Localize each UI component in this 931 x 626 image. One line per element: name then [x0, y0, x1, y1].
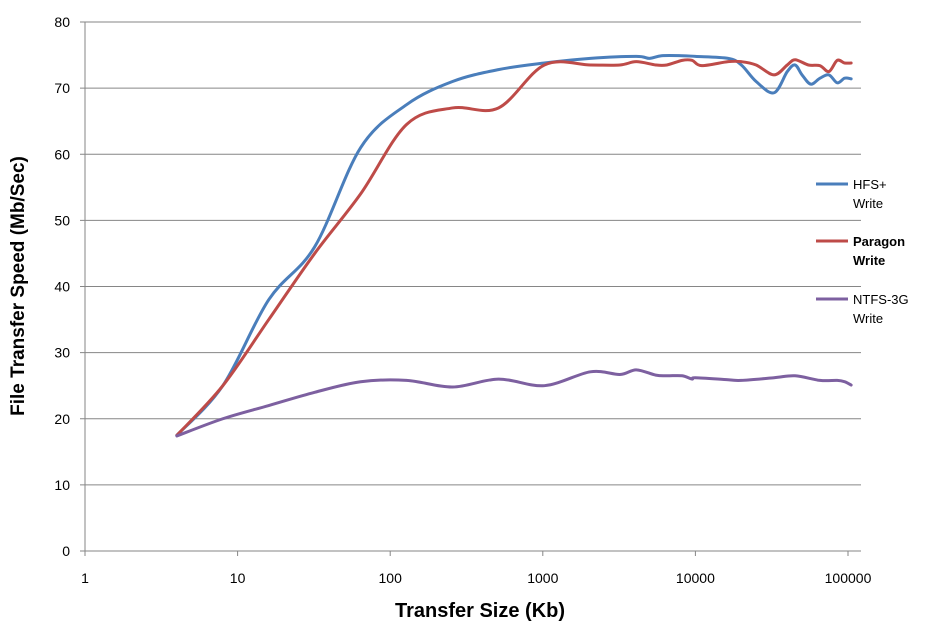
y-tick-label: 20: [54, 411, 70, 427]
legend-label: Write: [853, 253, 885, 268]
legend-label: HFS+: [853, 177, 887, 192]
x-tick-label: 100: [379, 570, 403, 586]
series-line-0: [175, 53, 853, 437]
gridlines: [85, 21, 861, 486]
legend-label: Write: [853, 196, 883, 211]
y-axis-title: File Transfer Speed (Mb/Sec): [8, 156, 29, 416]
x-axis-title: Transfer Size (Kb): [395, 600, 565, 622]
y-tick-label: 80: [54, 14, 70, 30]
y-tick-label: 40: [54, 279, 70, 295]
legend-label: Paragon: [853, 234, 905, 249]
x-tick-label: 1000: [527, 570, 558, 586]
series-line-1: [175, 58, 853, 437]
x-tick-label: 10: [230, 570, 246, 586]
y-tick-label: 30: [54, 345, 70, 361]
x-tick-label: 10000: [676, 570, 715, 586]
y-tick-label: 60: [54, 146, 70, 162]
y-tick-label: 0: [62, 543, 70, 559]
x-tick-label: 1: [81, 570, 89, 586]
y-tick-labels: 0 10 20 30 40 50 60 70 80: [54, 14, 85, 559]
legend-label: NTFS-3G: [853, 292, 909, 307]
y-tick-label: 10: [54, 477, 70, 493]
legend: HFS+ Write Paragon Write NTFS-3G Write: [816, 177, 909, 326]
series-line-2: [175, 368, 853, 438]
y-tick-label: 50: [54, 212, 70, 228]
x-tick-label: 100000: [825, 570, 872, 586]
legend-label: Write: [853, 311, 883, 326]
x-tick-labels: 1 10 100 1000 10000 100000: [81, 551, 872, 586]
series-lines: [175, 53, 853, 438]
y-tick-label: 70: [54, 80, 70, 96]
